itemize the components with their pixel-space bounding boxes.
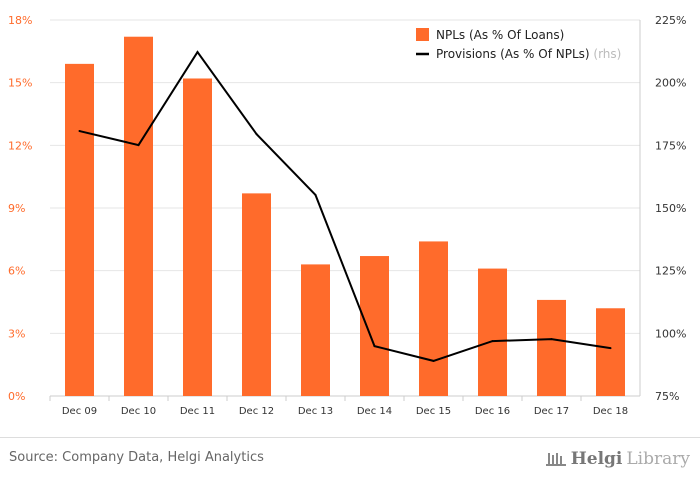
x-tick-label: Dec 16 [475, 406, 510, 417]
left-tick-label: 12% [8, 139, 32, 152]
left-tick-label: 0% [8, 390, 25, 403]
footer-divider [0, 437, 700, 438]
bar [478, 268, 507, 396]
left-tick-label: 3% [8, 327, 25, 340]
source-text: Source: Company Data, Helgi Analytics [9, 450, 264, 465]
legend-label-npls: NPLs (As % Of Loans) [436, 28, 564, 42]
right-tick-label: 225% [655, 14, 686, 27]
x-tick-label: Dec 18 [593, 406, 628, 417]
bar [419, 241, 448, 396]
left-tick-label: 9% [8, 202, 25, 215]
x-tick-label: Dec 15 [416, 406, 451, 417]
library-icon [545, 453, 566, 466]
right-tick-label: 75% [655, 390, 679, 403]
line-point [78, 130, 81, 133]
right-tick-label: 100% [655, 327, 686, 340]
logo-light: Library [626, 449, 690, 469]
line-point [373, 345, 376, 348]
line-point [314, 193, 317, 196]
bar [65, 63, 94, 396]
line-point [550, 338, 553, 341]
line-point [196, 51, 199, 54]
line-point [255, 133, 258, 136]
legend-swatch-npls [416, 28, 429, 41]
right-tick-label: 150% [655, 202, 686, 215]
legend-rhs-note: (rhs) [593, 47, 621, 61]
line-point [491, 340, 494, 343]
x-tick-label: Dec 13 [298, 406, 333, 417]
chart: 0% 3% 6% 9% 12% 15% 18% 75% 100% 125% 150% 175% 200%… [8, 14, 686, 417]
x-tick-label: Dec 09 [62, 406, 97, 417]
bar [301, 264, 330, 396]
bar [124, 36, 153, 396]
bar [183, 78, 212, 396]
x-tick-label: Dec 10 [121, 406, 156, 417]
x-tick-label: Dec 12 [239, 406, 274, 417]
line-point [137, 144, 140, 147]
left-tick-label: 18% [8, 14, 32, 27]
x-tick-label: Dec 14 [357, 406, 392, 417]
legend-label-provisions: Provisions (As % Of NPLs) (rhs) [436, 47, 621, 61]
bar [242, 193, 271, 396]
left-tick-label: 15% [8, 77, 32, 90]
x-tick-label: Dec 11 [180, 406, 215, 417]
provisions-line [79, 50, 611, 362]
right-tick-label: 125% [655, 265, 686, 278]
line-point [432, 359, 435, 362]
logo-bold: Helgi [570, 449, 623, 469]
right-tick-label: 175% [655, 139, 686, 152]
x-tick-label: Dec 17 [534, 406, 569, 417]
helgi-library-logo[interactable]: Helgi Library [545, 449, 690, 469]
line-point [609, 347, 612, 350]
right-tick-label: 200% [655, 77, 686, 90]
left-tick-label: 6% [8, 265, 25, 278]
bar [537, 299, 566, 396]
bar [360, 256, 389, 396]
bar [596, 308, 625, 396]
